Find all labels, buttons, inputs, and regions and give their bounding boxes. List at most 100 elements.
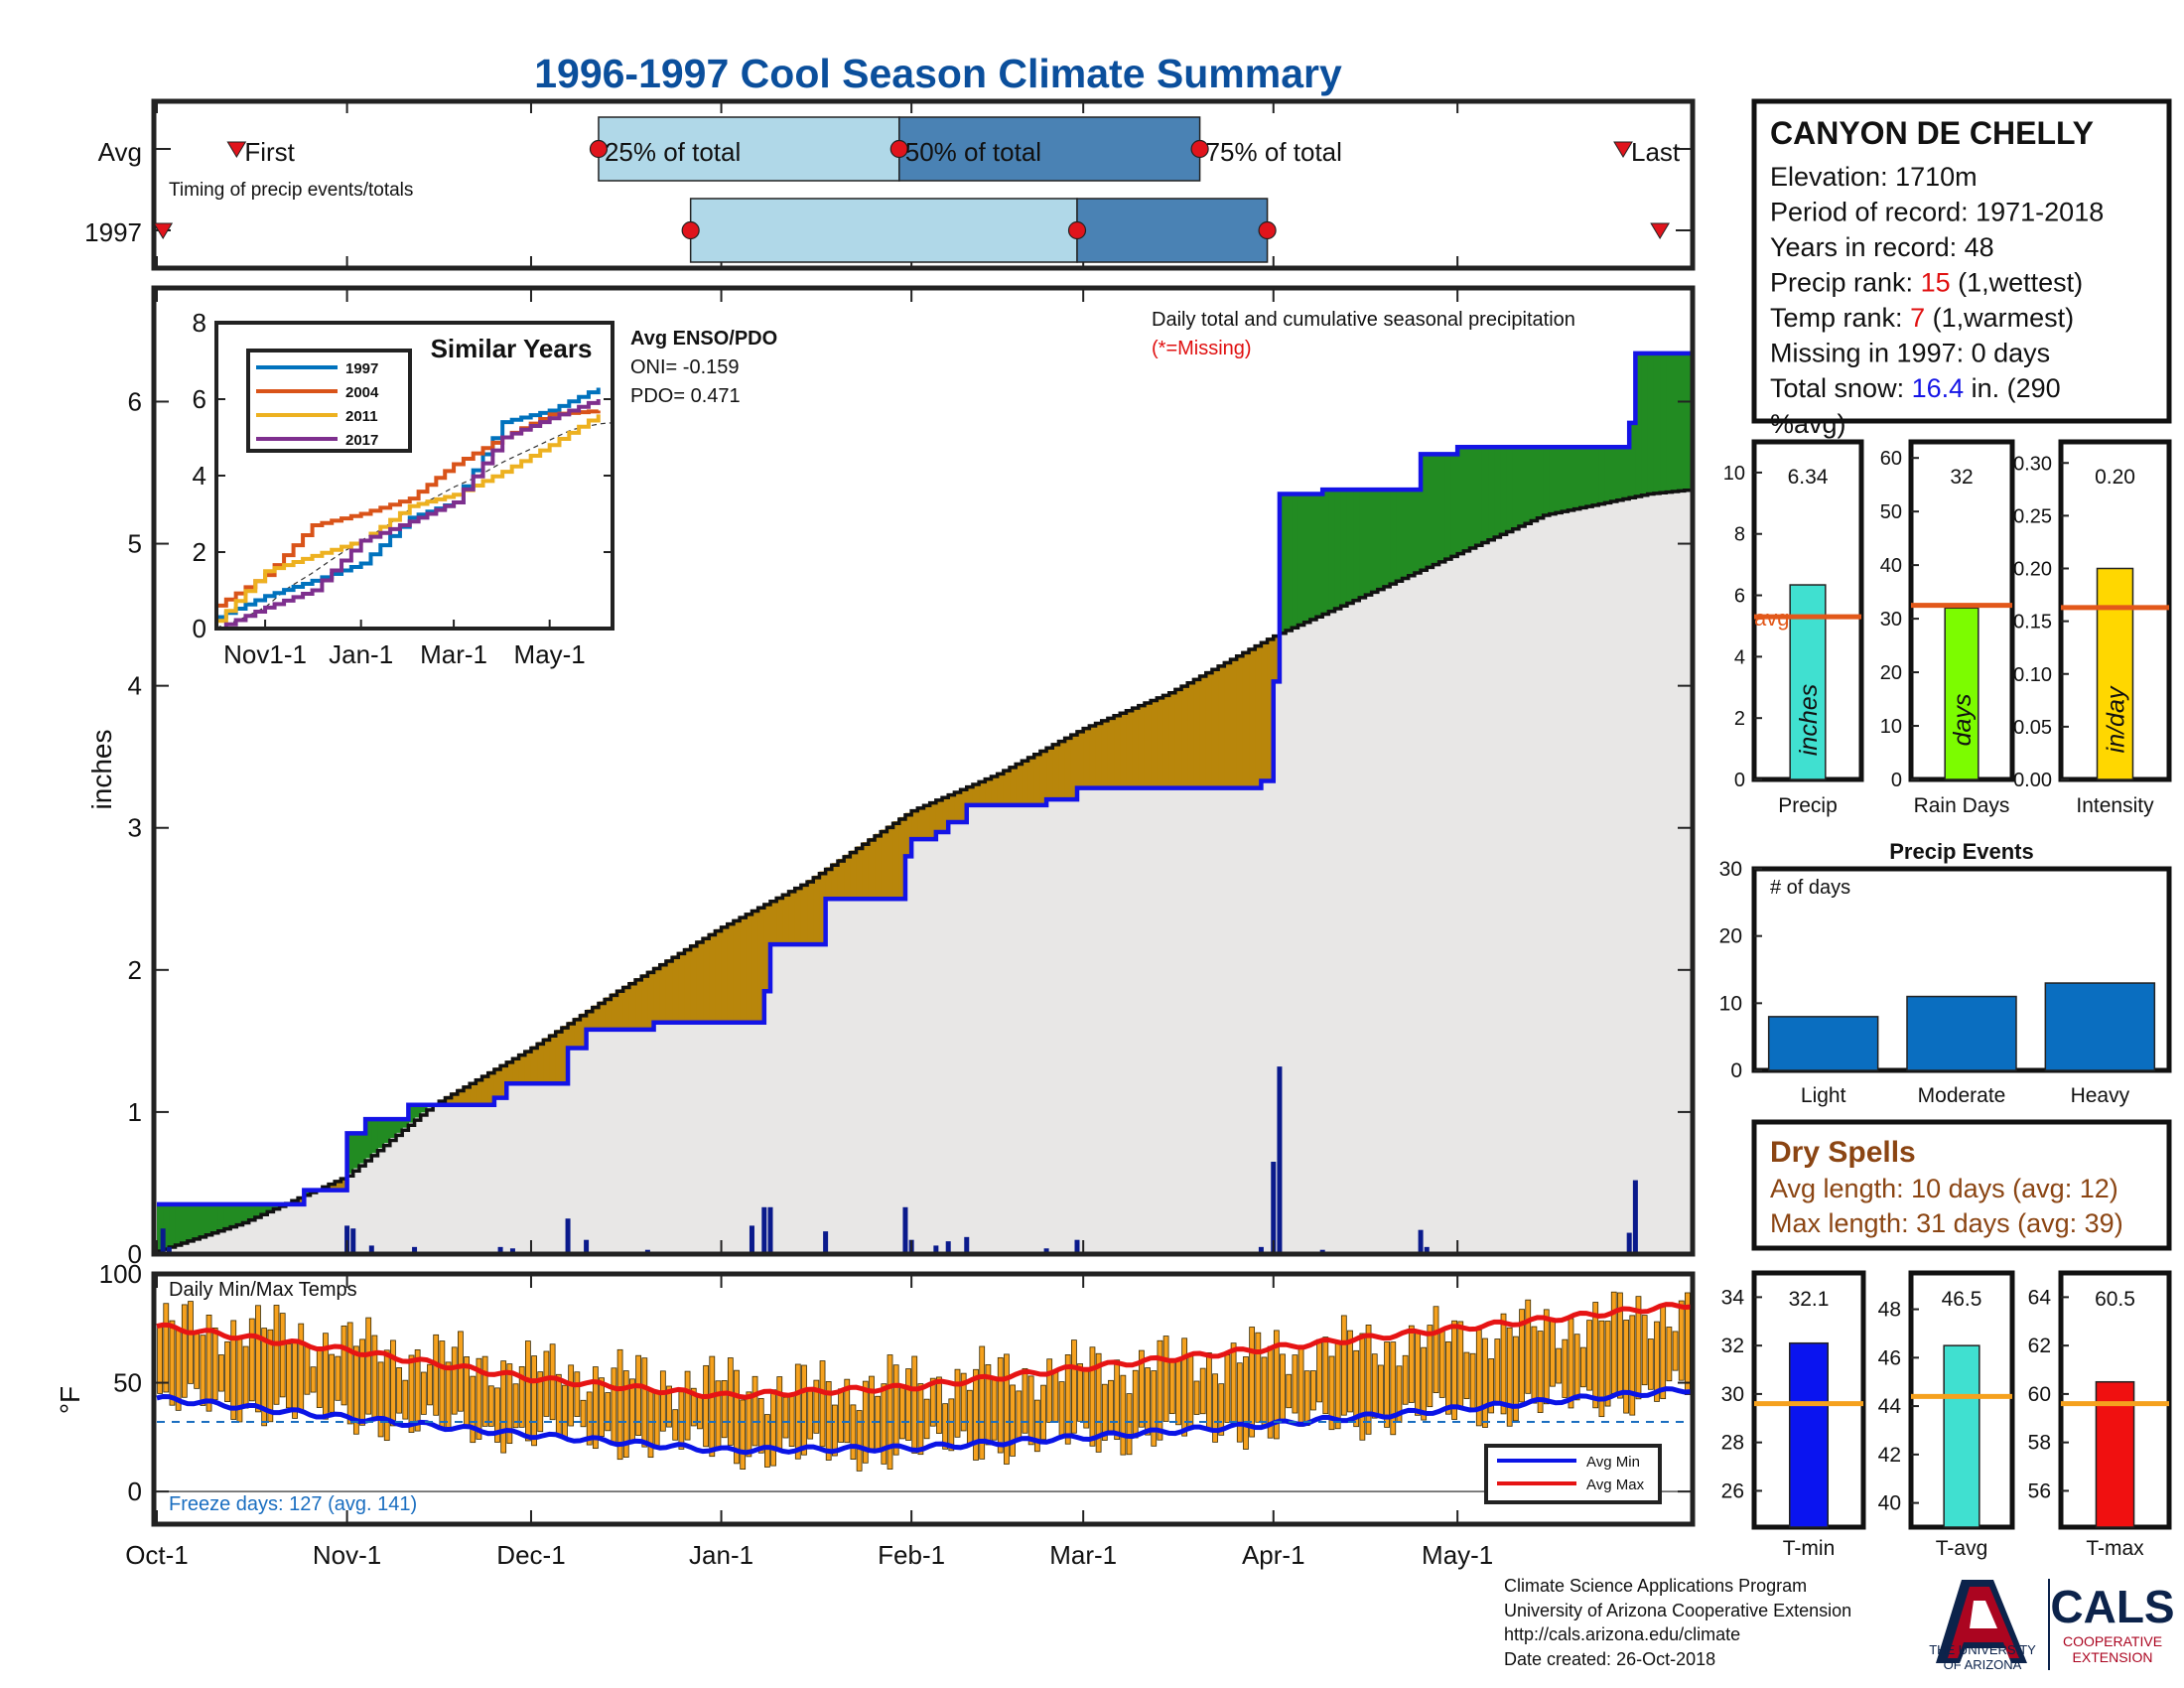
- deficit-fill: [1261, 640, 1269, 781]
- surplus-fill: [414, 1104, 422, 1118]
- tavg-xlabel: T-avg: [1936, 1537, 1988, 1560]
- deficit-fill: [1016, 762, 1023, 805]
- deficit-fill: [487, 1070, 495, 1105]
- daily-temp-bar: [715, 1380, 722, 1449]
- deficit-fill: [727, 921, 735, 1023]
- surplus-fill: [1292, 493, 1299, 627]
- surplus-fill: [1506, 447, 1514, 531]
- deficit-fill: [800, 883, 808, 945]
- surplus-fill: [1463, 447, 1471, 550]
- daily-temp-bar: [979, 1345, 986, 1460]
- surplus-fill: [352, 1133, 360, 1169]
- daily-temp-bar: [653, 1390, 660, 1450]
- surplus-fill: [211, 1203, 219, 1232]
- tavg-value-label: 46.5: [1942, 1288, 1982, 1311]
- main-ytick-label: 6: [128, 386, 142, 416]
- timing-label-25: 25% of total: [605, 137, 741, 167]
- deficit-fill: [1114, 714, 1121, 788]
- events-ytick-label: 0: [1730, 1059, 1742, 1082]
- daily-temp-bar: [697, 1394, 703, 1430]
- enso-title: Avg ENSO/PDO: [630, 328, 777, 350]
- credit-line-3[interactable]: http://cals.arizona.edu/climate: [1504, 1624, 1741, 1644]
- deficit-fill: [1077, 730, 1084, 788]
- rain-days-summary-ytick-label: 30: [1880, 609, 1902, 631]
- deficit-fill: [561, 1026, 569, 1084]
- inset-legend-label: 2004: [345, 384, 379, 401]
- deficit-fill: [555, 1030, 563, 1084]
- daily-temp-bar: [997, 1356, 1004, 1454]
- rain-days-summary-bar: [1944, 607, 1979, 780]
- daily-temp-bar: [1139, 1349, 1145, 1428]
- tmin-ytick-label: 28: [1721, 1432, 1744, 1455]
- daily-precip-bar: [166, 1246, 172, 1254]
- precip-summary-bars: 0 2 4 6 8 10 6.34 Precip inches 0 10 20 30 40 50 60 32 Ra…: [1723, 439, 2172, 817]
- daily-temp-bar: [1243, 1356, 1249, 1450]
- daily-temp-bar: [365, 1317, 372, 1415]
- deficit-fill: [831, 863, 839, 900]
- daily-precip-bar: [1043, 1248, 1049, 1254]
- tavg-ytick-label: 40: [1878, 1492, 1901, 1515]
- events-ylabel-note: # of days: [1770, 877, 1850, 899]
- daily-temp-bar: [1010, 1384, 1016, 1457]
- legend-avg-min: Avg Min: [1586, 1454, 1640, 1471]
- surplus-fill: [223, 1203, 231, 1228]
- daily-temp-bar: [292, 1338, 298, 1419]
- daily-temp-bar: [764, 1414, 770, 1468]
- credits: Climate Science Applications Program Uni…: [1504, 1574, 1851, 1671]
- deficit-fill: [616, 989, 624, 1030]
- events-bar-light: [1767, 1016, 1879, 1071]
- daily-temp-bar: [1654, 1321, 1660, 1402]
- surplus-fill: [1604, 447, 1612, 502]
- main-frame: [151, 285, 1696, 1257]
- surplus-fill: [1562, 447, 1569, 511]
- station-line-5: Temp rank: 7 (1,warmest): [1770, 303, 2074, 333]
- freeze-days: Freeze days: 127 (avg. 141): [169, 1493, 417, 1515]
- surplus-fill: [1623, 447, 1630, 498]
- deficit-fill: [709, 932, 716, 1023]
- daily-temp-bar: [568, 1364, 575, 1427]
- daily-temp-bar: [543, 1350, 550, 1417]
- surplus-fill: [1556, 447, 1563, 512]
- deficit-fill: [1230, 657, 1238, 788]
- daily-temp-bar: [451, 1346, 458, 1415]
- daily-temp-bar: [414, 1348, 421, 1432]
- daily-temp-bar: [487, 1385, 494, 1427]
- daily-temp-bar: [1334, 1340, 1341, 1430]
- daily-temp-bar: [887, 1354, 893, 1470]
- daily-temp-bar: [1340, 1315, 1347, 1416]
- cals-logo: CALS: [2050, 1581, 2174, 1632]
- daily-temp-bar: [869, 1375, 875, 1450]
- surplus-fill: [389, 1119, 397, 1138]
- daily-temp-bar: [659, 1370, 666, 1432]
- rain-days-summary-value-label: 32: [1950, 466, 1973, 489]
- intensity-summary-value-label: 0.20: [2095, 466, 2135, 489]
- inset-legend-label: 2011: [345, 408, 378, 425]
- daily-temp-bar: [279, 1313, 286, 1398]
- deficit-fill: [512, 1056, 520, 1084]
- daily-temp-bar: [678, 1391, 685, 1450]
- daily-temp-bar: [562, 1384, 568, 1440]
- station-line-6: Missing in 1997: 0 days: [1770, 339, 2050, 368]
- daily-temp-bar: [194, 1331, 201, 1389]
- coop-extension-2: EXTENSION: [2073, 1649, 2153, 1665]
- daily-precip-bar: [761, 1206, 767, 1254]
- precip-summary-xlabel: Precip: [1778, 794, 1838, 817]
- daily-temp-bar: [248, 1318, 255, 1402]
- daily-temp-bar: [549, 1343, 556, 1421]
- daily-temp-bar: [1071, 1339, 1077, 1434]
- avg-box-50-75: [898, 116, 1201, 182]
- deficit-fill: [740, 915, 747, 1023]
- daily-temp-bar: [586, 1391, 593, 1446]
- deficit-fill: [1064, 736, 1072, 800]
- surplus-fill: [205, 1203, 213, 1234]
- daily-temp-bar: [537, 1371, 544, 1433]
- daily-temp-bar: [611, 1367, 617, 1445]
- deficit-fill: [481, 1074, 489, 1105]
- daily-precip-bar: [1074, 1239, 1080, 1254]
- surplus-fill: [1414, 490, 1422, 572]
- surplus-fill: [1647, 352, 1655, 494]
- deficit-fill: [923, 803, 931, 840]
- deficit-fill: [782, 893, 790, 945]
- daily-temp-bar: [574, 1371, 581, 1417]
- daily-temp-bar: [1089, 1346, 1096, 1447]
